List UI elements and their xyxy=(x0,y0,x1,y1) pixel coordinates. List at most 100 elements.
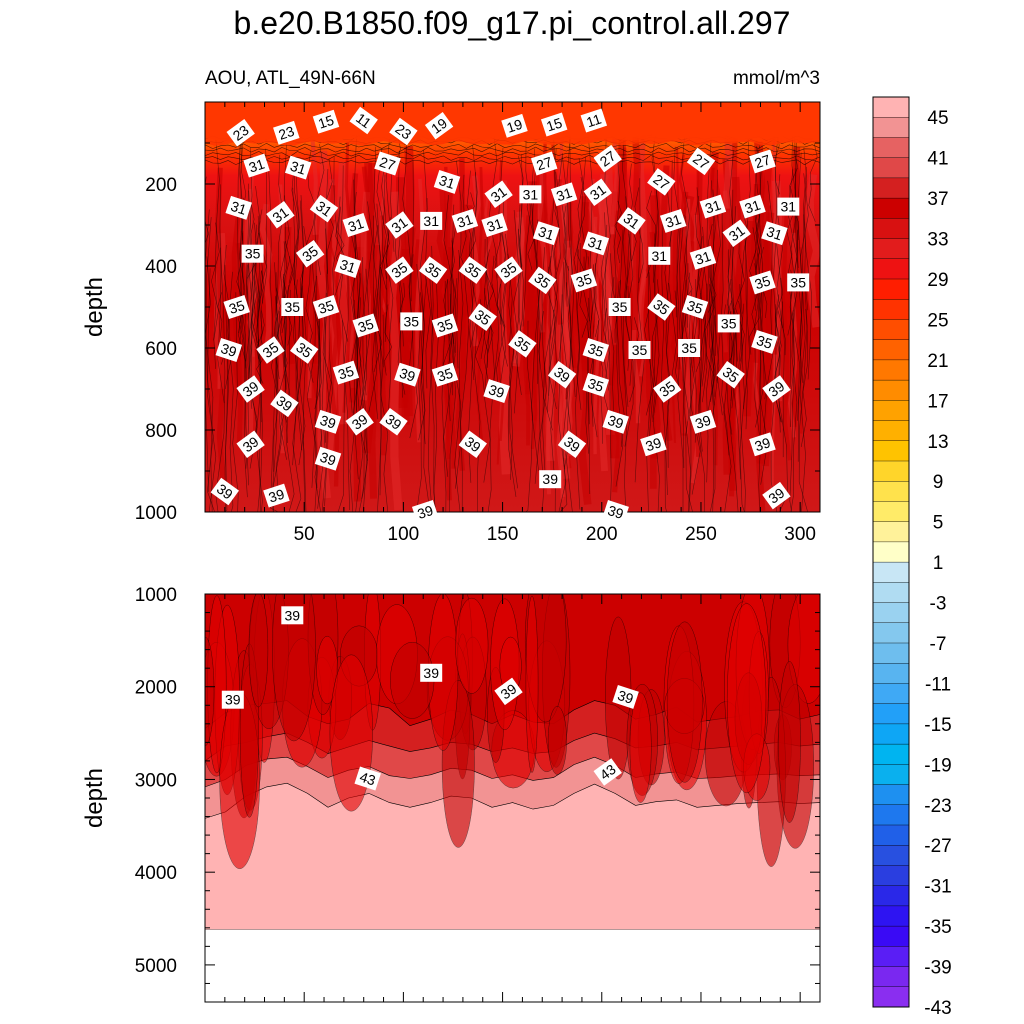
contour-label: 27 xyxy=(749,149,776,174)
contour-label: 35 xyxy=(281,298,304,316)
contour-line xyxy=(227,271,234,512)
contour-label: 35 xyxy=(332,360,360,385)
contour-label-box xyxy=(270,389,299,418)
contour-label: 27 xyxy=(593,144,622,173)
contour-label-box xyxy=(717,314,740,333)
contour-line xyxy=(738,303,748,512)
colorbar-swatch xyxy=(872,905,910,927)
contour-label: 43 xyxy=(593,758,622,786)
contour-label: 31 xyxy=(385,211,414,239)
contour-label-box xyxy=(273,120,300,145)
contour-line xyxy=(484,249,494,354)
contour-line xyxy=(603,308,611,420)
contour-label-text: 35 xyxy=(681,340,697,356)
contour-label: 35 xyxy=(468,303,497,332)
colorbar-swatch xyxy=(872,238,910,260)
colorbar-swatch xyxy=(872,561,910,583)
contour-label: 31 xyxy=(342,213,370,237)
colorbar-label: -39 xyxy=(924,958,951,979)
contour-label-box xyxy=(532,221,560,246)
contour-line xyxy=(563,205,570,271)
colorbar-label: -35 xyxy=(924,917,951,938)
contour-line xyxy=(500,233,510,367)
contour-line xyxy=(604,224,612,512)
colorbar-swatch xyxy=(872,96,910,118)
contour-line xyxy=(593,249,600,337)
contour-label-text: 39 xyxy=(644,434,664,454)
colorbar-label: 9 xyxy=(933,472,944,493)
contour-label-box xyxy=(281,606,304,625)
contour-label-box xyxy=(761,221,788,246)
colorbar-label: -19 xyxy=(924,755,951,776)
contour-line xyxy=(311,252,320,488)
contour-streak xyxy=(231,216,243,445)
colorbar-swatch xyxy=(872,845,910,866)
colorbar-label: -43 xyxy=(924,998,951,1019)
contour-streak xyxy=(787,232,798,438)
contour-label-box xyxy=(266,201,295,229)
colorbar-label: 37 xyxy=(927,189,948,210)
contour-label: 19 xyxy=(501,113,528,138)
contour-label: 31 xyxy=(659,208,687,233)
contour-label-box xyxy=(342,213,370,237)
contour-line xyxy=(374,203,382,496)
contour-line xyxy=(697,293,705,512)
contour-label-text: 31 xyxy=(247,156,267,176)
colorbar-label: 21 xyxy=(927,351,948,372)
contour-line xyxy=(362,201,373,396)
contour-line xyxy=(293,166,299,286)
contour-line xyxy=(667,160,677,468)
contour-line xyxy=(789,312,795,512)
contour-label-box xyxy=(458,430,487,459)
contour-label-box xyxy=(547,360,577,389)
contour-label-box xyxy=(334,254,362,278)
colorbar-swatch xyxy=(872,642,910,664)
contour-label-text: 35 xyxy=(755,332,775,352)
contour-label-box xyxy=(494,677,523,706)
colorbar-swatch xyxy=(872,420,910,442)
contour-lobe xyxy=(778,661,801,823)
contour-label-box xyxy=(580,108,608,133)
contour-label: 39 xyxy=(263,483,290,508)
contour-label: 39 xyxy=(557,430,587,459)
contour-label-text: 31 xyxy=(652,248,668,264)
contour-line xyxy=(725,303,734,370)
contour-label-text: 35 xyxy=(586,340,606,360)
colorbar-label: -27 xyxy=(924,836,951,857)
contour-label-text: 35 xyxy=(790,274,806,290)
contour-label: 39 xyxy=(394,362,421,387)
contour-line xyxy=(421,278,431,512)
chart-title: b.e20.B1850.f09_g17.pi_control.all.297 xyxy=(234,5,791,41)
contour-label-box xyxy=(494,256,523,284)
contour-label: 39 xyxy=(762,375,791,403)
colorbar-swatch xyxy=(872,440,910,462)
surface-contour-line xyxy=(205,150,820,158)
contour-line xyxy=(334,196,345,296)
colorbar-label: 33 xyxy=(927,230,948,251)
contour-label: 39 xyxy=(483,379,510,404)
contour-label: 39 xyxy=(602,500,629,524)
contour-label: 31 xyxy=(225,195,252,220)
upper-y-axis: 200 400 600 800 1000 xyxy=(135,142,820,524)
contour-line xyxy=(550,309,558,512)
upper-contour-field xyxy=(205,102,820,512)
colorbar-label: 17 xyxy=(927,391,948,412)
colorbar-label: -31 xyxy=(924,877,951,898)
contour-streak xyxy=(637,134,648,349)
colorbar-label: 41 xyxy=(927,149,948,170)
contour-label-box xyxy=(290,336,319,364)
contour-streak xyxy=(650,248,664,459)
contour-label-box xyxy=(312,295,340,319)
contour-line xyxy=(314,312,320,512)
colorbar-label: -11 xyxy=(925,674,951,695)
contour-line xyxy=(205,256,211,492)
contour-line xyxy=(699,251,708,430)
contour-line xyxy=(454,249,464,512)
contour-label-box xyxy=(699,194,727,219)
contour-label-box xyxy=(749,270,776,295)
contour-label-box xyxy=(281,298,304,316)
lower-contour-labels: 39 39 39 39 39 43 43 xyxy=(221,606,639,791)
contour-line xyxy=(288,167,299,284)
contour-label: 35 xyxy=(717,314,740,333)
